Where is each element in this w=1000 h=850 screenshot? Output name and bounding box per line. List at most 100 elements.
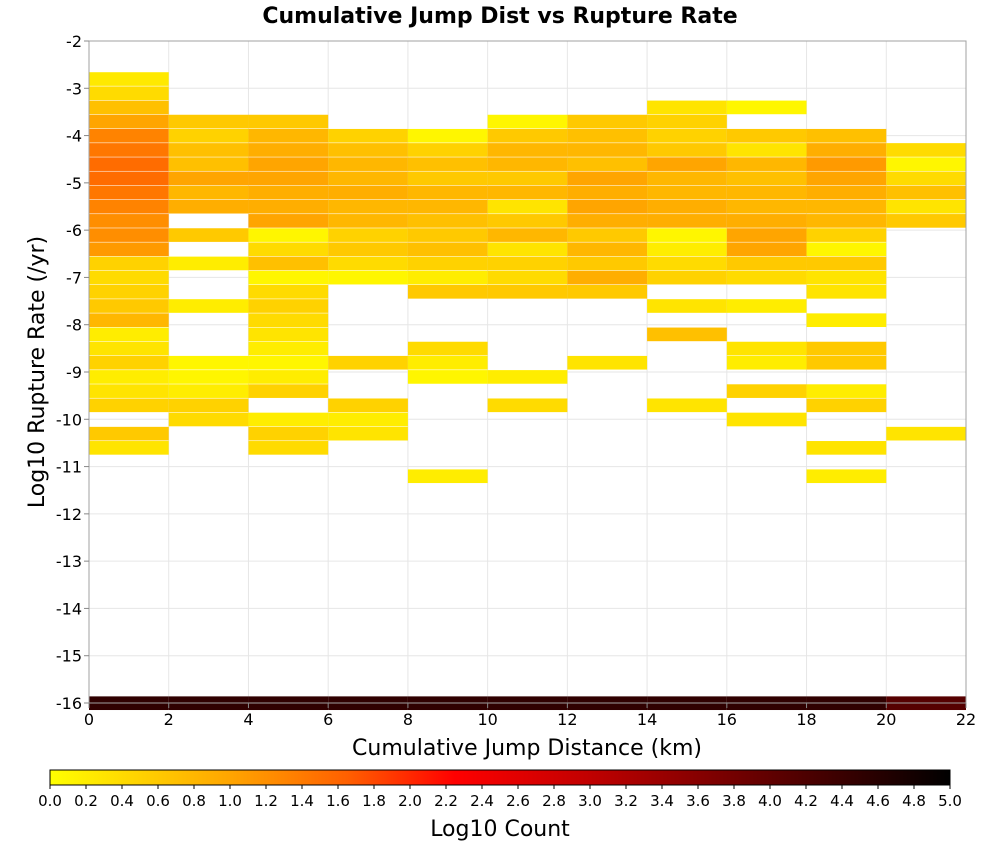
- colorbar-tick-label: 0.0: [38, 792, 62, 810]
- heatmap-cell: [168, 355, 249, 370]
- y-tick-label: -13: [56, 552, 82, 571]
- heatmap-cell: [886, 171, 966, 186]
- heatmap-cell: [328, 256, 408, 271]
- y-tick-label: -6: [66, 221, 82, 240]
- x-tick-label: 4: [243, 710, 253, 729]
- heatmap-cell: [567, 143, 648, 157]
- heatmap-cell: [168, 171, 249, 186]
- heatmap-cell: [726, 128, 807, 143]
- heatmap-cell: [487, 199, 568, 214]
- heatmap-cell: [407, 256, 488, 271]
- heatmap-cell: [168, 384, 249, 398]
- heatmap-cell: [806, 242, 887, 257]
- heatmap-cell: [487, 214, 568, 228]
- heatmap-cell: [886, 185, 966, 200]
- heatmap-cell: [328, 355, 408, 370]
- heatmap-cell: [328, 228, 408, 242]
- heatmap-cell: [806, 199, 887, 214]
- colorbar-tick-label: 0.8: [182, 792, 206, 810]
- heatmap-cell: [886, 426, 966, 441]
- colorbar-tick-label: 3.6: [686, 792, 710, 810]
- heatmap-cell: [487, 284, 568, 299]
- heatmap-cell: [328, 157, 408, 171]
- x-axis-ticks: 0 2 4 6 8 10 12 14 16 18 20 22: [84, 703, 976, 729]
- y-tick-label: -16: [56, 694, 82, 713]
- heatmap-cell: [487, 185, 568, 200]
- colorbar-tick-label: 2.4: [470, 792, 494, 810]
- colorbar-tick-label: 0.6: [146, 792, 170, 810]
- heatmap-cell: [89, 171, 169, 186]
- heatmap-cell: [407, 228, 488, 242]
- x-tick-label: 20: [876, 710, 896, 729]
- heatmap-cell: [567, 157, 648, 171]
- heatmap-cell: [248, 214, 329, 228]
- heatmap-cell: [726, 143, 807, 157]
- heatmap-cell: [89, 299, 169, 313]
- heatmap-cell: [806, 270, 887, 285]
- colorbar-tick-label: 1.6: [326, 792, 350, 810]
- heatmap-cell: [726, 256, 807, 271]
- heatmap-cell: [487, 128, 568, 143]
- heatmap-cell: [407, 128, 488, 143]
- heatmap-cell: [487, 114, 568, 129]
- y-tick-label: -11: [56, 458, 82, 477]
- heatmap-cell: [248, 426, 329, 441]
- heatmap-cell: [89, 355, 169, 370]
- y-axis-ticks: -2 -3 -4 -5 -6 -7 -8 -9 -10 -11 -12 -13 -14 -15 -16: [56, 32, 89, 713]
- colorbar-ticks: 0.0 0.2 0.4 0.6 0.8 1.0 1.2 1.4 1.6 1.8 2.0 2.2 2.4 2…: [38, 785, 962, 810]
- colorbar-tick-label: 4.0: [758, 792, 782, 810]
- heatmap-cell: [407, 370, 488, 384]
- heatmap-cell: [168, 199, 249, 214]
- x-tick-label: 8: [403, 710, 413, 729]
- heatmap-cell: [168, 398, 249, 413]
- heatmap-cell: [806, 185, 887, 200]
- heatmap-cell: [248, 299, 329, 313]
- heatmap-cell: [168, 143, 249, 157]
- heatmap-cell: [886, 143, 966, 157]
- colorbar-tick-label: 3.2: [614, 792, 638, 810]
- heatmap-cell: [248, 185, 329, 200]
- colorbar-tick-label: 5.0: [938, 792, 962, 810]
- x-axis-label: Cumulative Jump Distance (km): [352, 736, 702, 761]
- heatmap-cell: [726, 199, 807, 214]
- heatmap-cell: [407, 355, 488, 370]
- heatmap-cell: [806, 171, 887, 186]
- y-tick-label: -8: [66, 316, 82, 335]
- heatmap-cell: [726, 171, 807, 186]
- heatmap-cell: [89, 114, 169, 129]
- y-tick-label: -15: [56, 647, 82, 666]
- colorbar-tick-label: 2.6: [506, 792, 530, 810]
- x-tick-label: 0: [84, 710, 94, 729]
- y-tick-label: -5: [66, 174, 82, 193]
- heatmap-cell: [567, 284, 648, 299]
- heatmap-cell: [567, 199, 648, 214]
- y-tick-label: -3: [66, 79, 82, 98]
- heatmap-cell: [248, 157, 329, 171]
- heatmap-cell: [168, 157, 249, 171]
- x-tick-label: 22: [956, 710, 976, 729]
- heatmap-cell: [647, 199, 727, 214]
- heatmap-cell: [89, 185, 169, 200]
- heatmap-cell: [647, 299, 727, 313]
- heatmap-cell: [806, 284, 887, 299]
- heatmap-cell: [168, 114, 249, 129]
- heatmap-cell: [248, 384, 329, 398]
- heatmap-cell: [328, 143, 408, 157]
- heatmap-cell: [806, 384, 887, 398]
- heatmap-cell: [886, 157, 966, 171]
- heatmap-cell: [567, 128, 648, 143]
- colorbar-tick-label: 1.4: [290, 792, 314, 810]
- heatmap-cell: [168, 256, 249, 271]
- heatmap-cell: [168, 370, 249, 384]
- heatmap-cell: [89, 256, 169, 271]
- heatmap-cell: [248, 327, 329, 342]
- heatmap-cell: [487, 256, 568, 271]
- heatmap-cell: [89, 327, 169, 342]
- y-tick-label: -12: [56, 505, 82, 524]
- heatmap-cell: [328, 185, 408, 200]
- x-tick-label: 14: [637, 710, 657, 729]
- heatmap-cell: [487, 171, 568, 186]
- x-tick-label: 6: [323, 710, 333, 729]
- heatmap-cell: [248, 242, 329, 257]
- heatmap-cell: [89, 199, 169, 214]
